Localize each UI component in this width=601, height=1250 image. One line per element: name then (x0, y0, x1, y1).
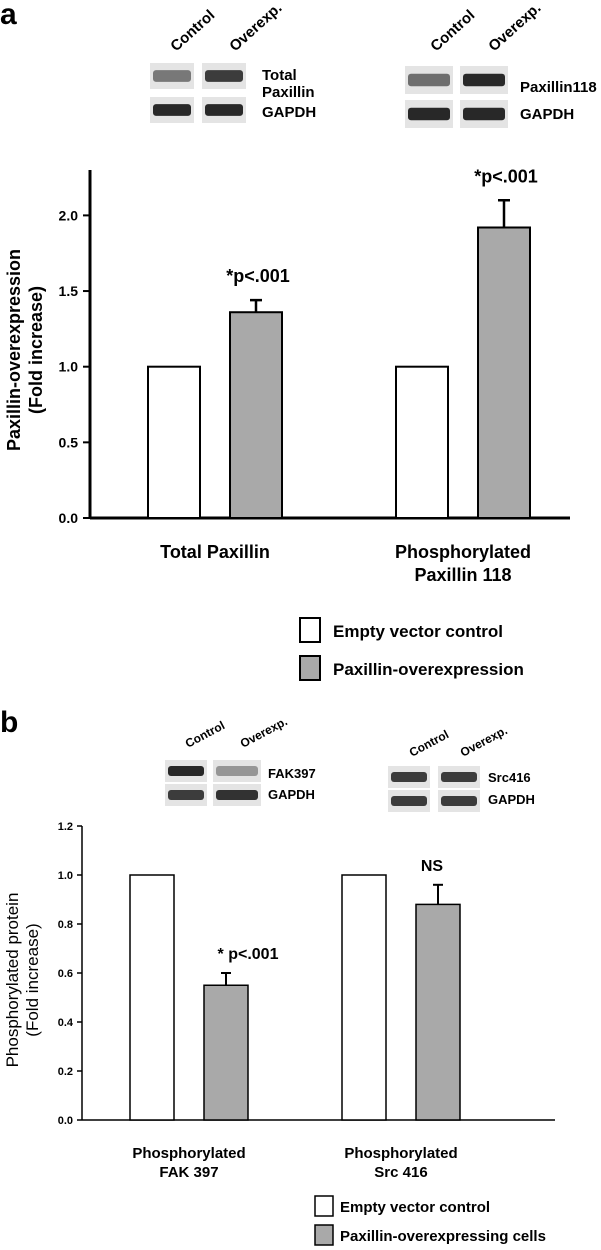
band-label-gapdh: GAPDH (262, 104, 316, 121)
legend-b: Empty vector control Paxillin-overexpress… (314, 1195, 546, 1246)
x-category-label: Phosphorylated FAK 397 (132, 1145, 245, 1181)
blot-b1-overexp-gapdh-band (216, 790, 258, 800)
y-tick-label: 1.0 (58, 870, 73, 882)
blot-a1-overexp-paxillin-band (205, 70, 243, 82)
x-category-label: Phosphorylated Src 416 (344, 1145, 457, 1181)
blot-a1-overexp-gapdh-band (205, 104, 243, 116)
blot-a2-overexp-gapdh-band (463, 107, 505, 121)
legend-swatch (314, 1224, 334, 1246)
legend-label: Empty vector control (333, 622, 503, 641)
legend-label: Empty vector control (340, 1199, 490, 1216)
significance-label: *p<.001 (226, 266, 290, 286)
blot-total-paxillin: Control Overexp. Total Paxillin GAPDH (150, 0, 316, 123)
legend-label: Paxillin-overexpressing cells (340, 1228, 546, 1245)
band-label-total-paxillin: Total Paxillin (262, 67, 315, 101)
significance-label: * p<.001 (218, 946, 279, 963)
chart-b: 0.0 0.2 0.4 0.6 0.8 1.0 1.2 Phosphorylated prot… (3, 821, 555, 1181)
blot-b2-overexp-gapdh-band (441, 796, 477, 806)
y-tick-label: 0.5 (59, 434, 79, 450)
bar-overexp (415, 903, 461, 1121)
y-axis-label: Paxillin-overexpression (Fold increase) (4, 249, 46, 451)
y-tick-label: 0.4 (58, 1017, 74, 1029)
bar-control (129, 874, 175, 1121)
blot-a1-control-gapdh-band (153, 104, 191, 116)
legend-swatch (299, 655, 321, 681)
blot-a2-control-gapdh-band (408, 107, 450, 121)
blot-a2-control-pax118-band (408, 73, 450, 87)
blot-a1-control-paxillin-band (153, 70, 191, 82)
legend-swatch (299, 617, 321, 643)
lane-label-overexp: Overexp. (458, 723, 510, 759)
band-label-gapdh: GAPDH (520, 106, 574, 123)
lane-label-control: Control (167, 7, 218, 55)
y-tick-label: 0.2 (58, 1066, 73, 1078)
blot-b2-control-src416-band (391, 772, 427, 782)
blot-fak397: Control Overexp. FAK397 GAPDH (165, 714, 316, 806)
y-tick-label: 1.5 (59, 283, 79, 299)
bar-overexp (203, 984, 249, 1121)
blot-b2-overexp-src416-band (441, 772, 477, 782)
blot-b1-overexp-fak397-band (216, 766, 258, 776)
lane-label-overexp: Overexp. (226, 0, 285, 55)
bar-overexp (229, 311, 283, 519)
bar-control (147, 365, 201, 519)
band-label-fak397: FAK397 (268, 766, 316, 781)
panel-letter-a: a (0, 0, 17, 31)
band-label-gapdh: GAPDH (488, 792, 535, 807)
x-category-label: Total Paxillin (160, 542, 270, 562)
band-label-src416: Src416 (488, 770, 531, 785)
y-tick-label: 1.2 (58, 821, 73, 833)
lane-label-control: Control (183, 718, 227, 750)
panel-letter-b: b (0, 706, 18, 739)
y-tick-label: 0.0 (59, 510, 79, 526)
blot-paxillin118: Control Overexp. Paxillin118 GAPDH (405, 0, 597, 128)
y-tick-label: 2.0 (59, 207, 79, 223)
blot-b1-control-fak397-band (168, 766, 204, 776)
bar-overexp (477, 226, 531, 519)
lane-label-control: Control (407, 727, 451, 759)
y-tick-label: 0.6 (58, 968, 73, 980)
lane-label-overexp: Overexp. (238, 714, 290, 750)
legend-label: Paxillin-overexpression (333, 660, 524, 679)
chart-a: 0.0 0.5 1.0 1.5 2.0 Paxillin-overexpression (F… (4, 166, 570, 585)
panel-a: a Control Overexp.Total PaxillinGAPDHContro… (0, 0, 597, 681)
legend-a: Empty vector control Paxillin-overexpress… (299, 617, 524, 681)
blot-b1-control-gapdh-band (168, 790, 204, 800)
lane-label-control: Control (427, 7, 478, 55)
y-axis-label: Phosphorylated protein(Fold increase) (3, 893, 42, 1068)
band-label-paxillin118: Paxillin118 (520, 79, 597, 96)
lane-label-overexp: Overexp. (485, 0, 544, 55)
y-tick-label: 1.0 (59, 359, 79, 375)
y-tick-label: 0.0 (58, 1115, 73, 1127)
blot-src416: Control Overexp. Src416 GAPDH (388, 723, 535, 812)
blot-b2-control-gapdh-band (391, 796, 427, 806)
bar-control (341, 874, 387, 1121)
significance-label: *p<.001 (474, 166, 538, 186)
band-label-gapdh: GAPDH (268, 787, 315, 802)
legend-swatch (314, 1195, 334, 1217)
significance-label: NS (421, 858, 444, 875)
y-tick-label: 0.8 (58, 919, 73, 931)
blot-a2-overexp-pax118-band (463, 73, 505, 87)
x-category-label: Phosphorylated Paxillin 118 (395, 542, 531, 585)
bar-control (395, 365, 449, 519)
